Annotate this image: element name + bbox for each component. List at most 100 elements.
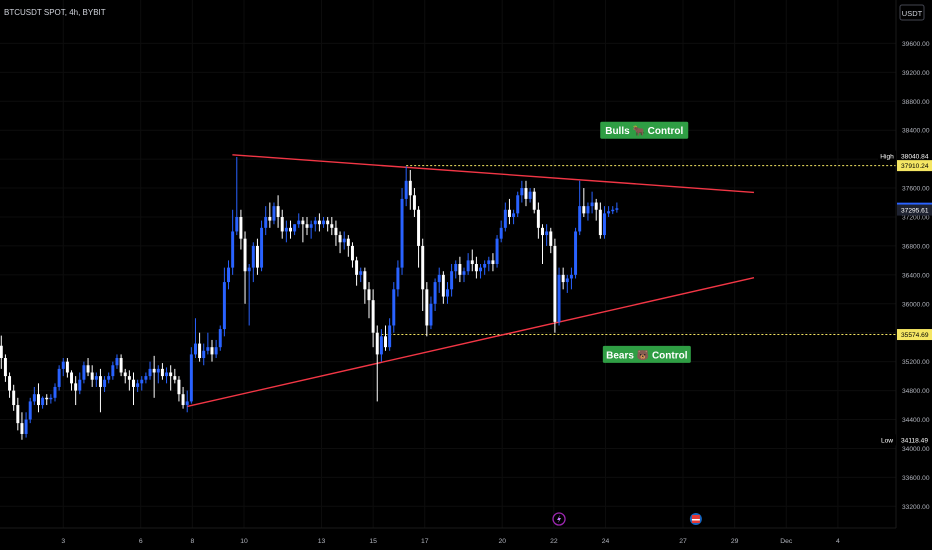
- trendline[interactable]: [232, 154, 755, 194]
- candle-body: [65, 361, 69, 373]
- candle: [268, 202, 272, 228]
- trendlines[interactable]: [187, 154, 755, 408]
- price-label-tag: [878, 150, 896, 162]
- time-tick-label: 17: [421, 538, 429, 545]
- candle-body: [12, 390, 16, 406]
- candle: [214, 339, 218, 359]
- price-axis[interactable]: [896, 0, 932, 550]
- candle-body: [98, 376, 102, 387]
- candle-body: [227, 267, 231, 283]
- price-label: 37910.24: [897, 160, 932, 172]
- candle: [41, 396, 45, 409]
- candle: [239, 209, 243, 250]
- candle: [193, 318, 197, 359]
- candle: [342, 231, 346, 250]
- candle-body: [433, 282, 437, 304]
- price-tick-label: 37600.00: [902, 186, 930, 193]
- candle-body: [189, 354, 193, 402]
- price-tick-label: 34000.00: [902, 446, 930, 453]
- candle: [20, 412, 24, 440]
- candle-body: [198, 343, 202, 359]
- time-tick-label: 10: [240, 538, 248, 545]
- time-axis[interactable]: 3 6 8 10 13 15 17 20 22 24 27 29 Dec 4: [61, 538, 840, 545]
- candle: [144, 372, 148, 384]
- candle-body: [284, 227, 288, 232]
- time-tick-label: 20: [498, 538, 506, 545]
- price-label-value: 35574.69: [901, 332, 929, 339]
- price-tick-label: 38800.00: [902, 99, 930, 106]
- candle: [433, 278, 437, 312]
- candle-body: [499, 227, 503, 239]
- candle: [450, 264, 454, 297]
- candle-body: [512, 213, 516, 217]
- candle-body: [392, 289, 396, 326]
- candle: [388, 318, 392, 351]
- candle: [495, 235, 499, 268]
- candle-body: [169, 372, 173, 377]
- candle-body: [239, 216, 243, 239]
- candle: [297, 213, 301, 228]
- candle: [326, 216, 330, 232]
- candle: [235, 156, 239, 236]
- candle: [412, 188, 416, 217]
- candle-body: [251, 245, 255, 268]
- candle: [53, 383, 57, 402]
- candle: [474, 256, 478, 279]
- candle-body: [132, 379, 135, 387]
- candle: [289, 220, 292, 239]
- candle: [107, 372, 111, 384]
- price-label-tag-text: High: [880, 154, 894, 161]
- candle: [148, 361, 152, 380]
- candle-body: [78, 379, 82, 391]
- candle-body: [243, 238, 247, 272]
- candle-body: [367, 289, 371, 301]
- candle-body: [185, 401, 189, 406]
- candle: [503, 202, 507, 232]
- trendline[interactable]: [187, 277, 755, 408]
- candle-body: [41, 397, 45, 406]
- candle: [301, 216, 305, 243]
- candle: [202, 343, 206, 366]
- candle-body: [305, 224, 309, 228]
- time-tick-label: 8: [190, 538, 194, 545]
- candle: [57, 365, 61, 391]
- candle: [70, 370, 74, 391]
- currency-badge[interactable]: [899, 4, 925, 21]
- candle: [569, 267, 573, 290]
- candle-body: [16, 405, 20, 424]
- candle-body: [462, 271, 466, 275]
- candle-body: [276, 206, 280, 217]
- candle: [49, 394, 53, 404]
- candle-body: [569, 274, 573, 279]
- price-label-box: [897, 204, 932, 216]
- candle-body: [507, 209, 511, 217]
- candle-body: [594, 202, 598, 210]
- lightning-icon-bolt: [557, 515, 562, 523]
- candle: [615, 202, 619, 213]
- candle-body: [255, 245, 259, 268]
- candle-body: [379, 336, 383, 355]
- flag-icon-stripe: [691, 520, 700, 523]
- price-label: 37295.61: [897, 204, 932, 216]
- candle-body: [549, 231, 553, 246]
- candle: [218, 325, 222, 351]
- candle: [280, 209, 284, 239]
- candle: [598, 202, 602, 239]
- price-tick-label: 38400.00: [902, 128, 930, 135]
- candle-body: [516, 195, 520, 214]
- candle: [512, 209, 516, 225]
- price-label-value: 37295.61: [901, 208, 929, 215]
- price-label-value: 37910.24: [901, 163, 929, 170]
- candle: [115, 354, 119, 369]
- candle-body: [231, 231, 235, 268]
- price-tick-label: 36800.00: [902, 243, 930, 250]
- candle: [408, 169, 412, 210]
- candle: [317, 213, 321, 232]
- candle: [61, 358, 65, 377]
- candle: [103, 376, 107, 393]
- candle-body: [8, 376, 12, 391]
- price-label-tag-text: Low: [881, 437, 893, 444]
- candle-body: [346, 238, 350, 246]
- candle-body: [127, 376, 131, 380]
